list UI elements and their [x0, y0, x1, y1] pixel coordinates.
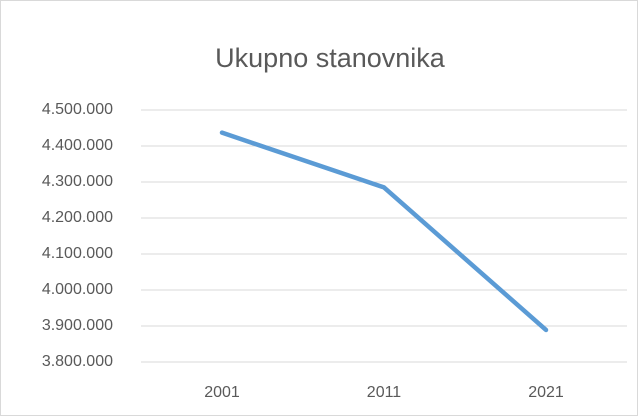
x-tick-label: 2011	[367, 384, 402, 401]
x-tick-label: 2001	[204, 384, 240, 401]
x-tick-label: 2021	[528, 384, 564, 401]
chart-title: Ukupno stanovnika	[215, 43, 446, 73]
y-tick-label: 4.500.000	[42, 101, 113, 118]
y-tick-label: 4.100.000	[42, 245, 113, 262]
y-tick-label: 4.000.000	[42, 281, 113, 298]
y-tick-label: 3.900.000	[42, 317, 113, 334]
line	[219, 130, 549, 333]
y-tick-label: 3.800.000	[42, 353, 113, 370]
y-tick-label: 4.300.000	[42, 173, 113, 190]
y-tick-label: 4.200.000	[42, 209, 113, 226]
y-tick-label: 4.400.000	[42, 137, 113, 154]
